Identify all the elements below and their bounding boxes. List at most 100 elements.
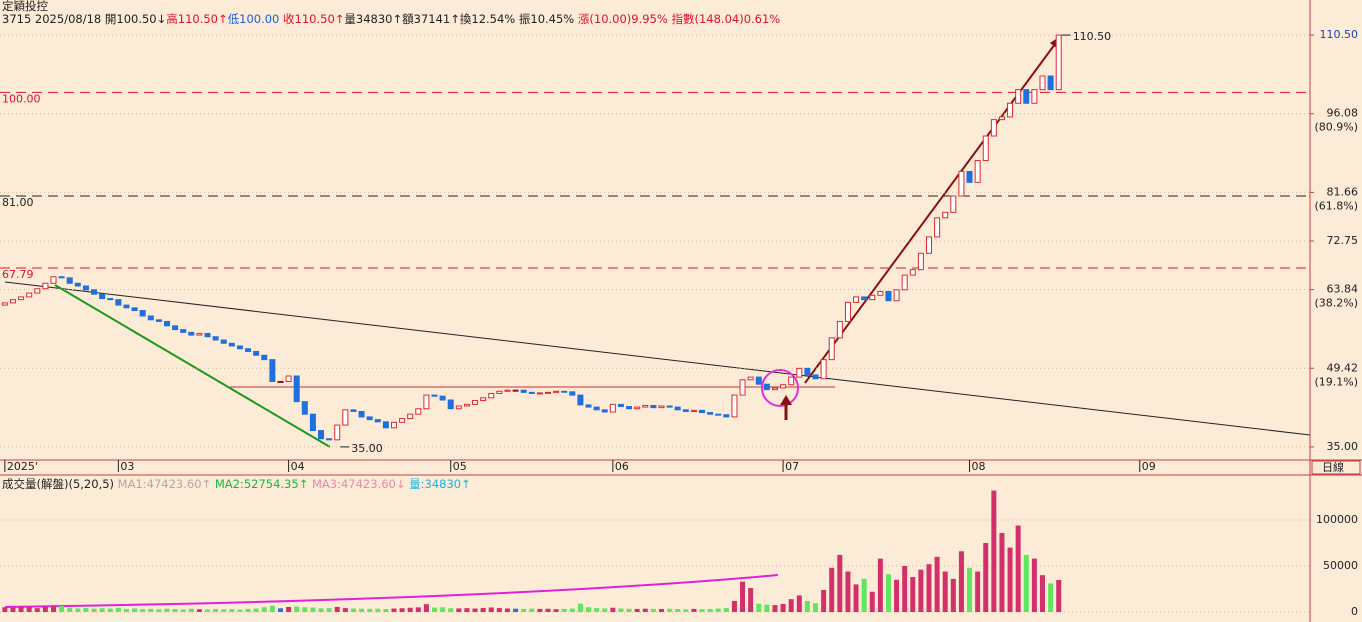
y-tick-label: 0 — [1351, 605, 1358, 618]
y-tick-label: 35.00 — [1327, 440, 1359, 453]
volume-bar — [504, 608, 510, 612]
candle-body — [893, 289, 900, 302]
candle-body — [366, 416, 373, 421]
x-tick-label: 03 — [120, 460, 134, 473]
volume-bar — [634, 608, 640, 612]
volume-bar — [448, 608, 454, 612]
volume-bar — [529, 608, 535, 612]
candle-body — [1, 302, 8, 306]
volume-bar — [245, 608, 251, 612]
volume-bar — [772, 605, 778, 612]
volume-bar — [796, 595, 802, 612]
volume-bar — [302, 607, 308, 612]
candle-body — [277, 380, 284, 383]
candle-body — [723, 414, 730, 418]
volume-bar — [537, 608, 543, 612]
volume-bar — [132, 608, 138, 612]
candle-body — [1055, 34, 1062, 91]
price-mark-label: 35.00 — [351, 442, 383, 455]
candle-body — [520, 389, 527, 393]
period-box — [1311, 460, 1361, 475]
candle-body — [836, 320, 843, 339]
volume-bar — [67, 607, 73, 612]
volume-bar — [496, 608, 502, 612]
candle-body — [747, 376, 754, 381]
volume-bar — [853, 584, 859, 612]
volume-bar — [180, 609, 186, 612]
volume-bar — [610, 607, 616, 612]
volume-item: 成交量(解盤)(5,20,5) — [2, 477, 115, 491]
volume-bar — [99, 608, 105, 612]
candle-body — [990, 119, 997, 137]
candle-body — [771, 387, 778, 391]
volume-bar — [172, 609, 178, 612]
volume-bar — [967, 567, 973, 612]
x-tick-label: 08 — [972, 460, 986, 473]
candle-body — [212, 336, 219, 341]
fib-label: (38.2%) — [1314, 297, 1358, 310]
volume-bar — [513, 608, 519, 612]
candle-body — [245, 348, 252, 352]
quote-item: 高110.50↑ — [166, 12, 228, 26]
candle-body — [26, 292, 33, 298]
candle-body — [34, 288, 41, 294]
candle-body — [780, 384, 787, 389]
fib-label: (61.8%) — [1314, 199, 1358, 212]
candle-body — [690, 409, 697, 412]
quote-line: 3715 2025/08/18 開100.50↓高110.50↑低100.00 … — [2, 13, 780, 26]
candle-body — [528, 391, 535, 394]
volume-bar — [42, 606, 48, 612]
volume-bar — [821, 589, 827, 612]
level-label: 81.00 — [2, 196, 34, 209]
volume-bar — [26, 606, 32, 612]
volume-bar — [715, 608, 721, 612]
candle-body — [180, 329, 187, 333]
candle-body — [909, 269, 916, 276]
volume-bar — [650, 608, 656, 612]
volume-bar — [902, 565, 908, 612]
candle-body — [188, 331, 195, 336]
candle-body — [942, 211, 949, 219]
candle-body — [82, 285, 89, 291]
volume-bar — [350, 608, 356, 612]
volume-bar — [756, 603, 762, 612]
candle-body — [634, 406, 641, 410]
volume-bar — [359, 608, 365, 612]
volume-bar — [286, 606, 292, 612]
curve — [4, 574, 779, 608]
volume-bar — [1023, 554, 1029, 612]
quote-item: 漲(10.00)9.95% — [577, 12, 672, 26]
candle-body — [917, 252, 924, 271]
candle-body — [715, 413, 722, 416]
volume-bar — [658, 609, 664, 612]
candle-body — [496, 390, 503, 394]
candle-body — [504, 389, 511, 392]
candle-body — [74, 282, 81, 287]
candle-body — [982, 135, 989, 162]
candle-body — [342, 409, 349, 426]
volume-bar — [83, 607, 89, 612]
candle-body — [934, 217, 941, 238]
volume-bar — [423, 604, 429, 612]
volume-bar — [1056, 579, 1062, 612]
volume-bar — [577, 603, 583, 612]
volume-bar — [213, 608, 219, 612]
y-tick-label: 96.08 — [1327, 107, 1359, 120]
quote-item: 開100.50↓ — [104, 12, 167, 26]
candle-body — [877, 290, 884, 296]
x-tick-label: 07 — [785, 460, 799, 473]
candle-body — [155, 319, 162, 322]
volume-bar — [342, 608, 348, 612]
volume-bar — [51, 605, 57, 612]
volume-bar — [399, 608, 405, 612]
candle-body — [812, 374, 819, 380]
volume-bar — [594, 608, 600, 612]
y-tick-label: 63.84 — [1327, 283, 1359, 296]
candle-body — [463, 403, 470, 407]
volume-bar — [699, 609, 705, 612]
volume-bar — [10, 607, 16, 612]
stock-title: 定穎投控 — [2, 0, 48, 13]
candle-body — [301, 401, 308, 415]
candle-body — [828, 337, 835, 361]
volume-header: 成交量(解盤)(5,20,5) MA1:47423.60↑ MA2:52754.… — [2, 476, 471, 492]
